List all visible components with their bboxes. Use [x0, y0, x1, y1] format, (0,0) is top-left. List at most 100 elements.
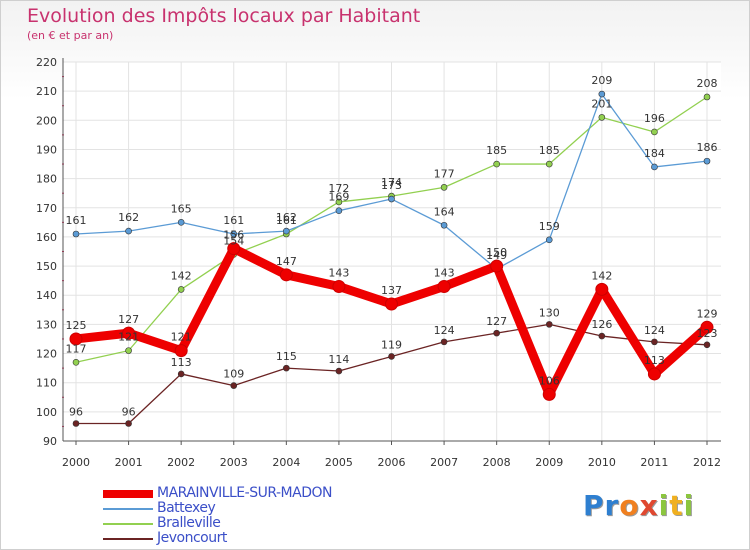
data-label: 143	[434, 266, 455, 279]
proxiti-logo: Proxiti	[583, 489, 694, 522]
data-point	[227, 242, 241, 256]
y-tick-label: 120	[36, 348, 57, 361]
data-point	[230, 230, 238, 238]
data-label: 121	[171, 331, 192, 344]
logo-letter-i1: i	[658, 489, 670, 522]
data-label: 121	[118, 331, 139, 344]
data-label: 126	[591, 318, 612, 331]
logo-letter-o: o	[619, 489, 640, 522]
data-label: 209	[591, 74, 612, 87]
data-label: 96	[122, 406, 136, 419]
x-tick-label: 2004	[272, 456, 300, 469]
data-point	[335, 207, 343, 214]
data-point	[493, 329, 500, 337]
legend-swatch-jevoncourt	[103, 538, 153, 540]
logo-letter-t: t	[669, 489, 684, 522]
data-point	[72, 420, 80, 427]
data-label: 184	[644, 147, 665, 160]
data-point	[542, 387, 556, 401]
y-tick-label: 100	[36, 406, 57, 419]
data-label: 159	[539, 220, 560, 233]
legend-swatch-battexey	[103, 508, 153, 510]
legend-swatch-marainville	[103, 490, 153, 498]
data-label: 147	[276, 255, 297, 268]
data-point	[440, 184, 448, 191]
data-label: 156	[223, 229, 244, 242]
logo-letter-p: P	[583, 489, 605, 522]
x-tick-label: 2011	[640, 456, 668, 469]
data-label: 117	[66, 342, 87, 355]
y-tick-label: 170	[36, 202, 57, 215]
legend-label-bralleville: Bralleville	[157, 515, 221, 531]
data-label: 164	[434, 205, 455, 218]
data-label: 123	[697, 327, 718, 340]
x-tick-label: 2010	[588, 456, 616, 469]
y-tick-label: 200	[36, 114, 57, 127]
data-label: 161	[276, 214, 297, 227]
data-label: 150	[486, 246, 507, 259]
x-tick-label: 2008	[483, 456, 511, 469]
y-tick-label: 110	[36, 377, 57, 390]
data-label: 114	[328, 353, 349, 366]
data-label: 109	[223, 368, 244, 381]
data-label: 165	[171, 202, 192, 215]
data-label: 162	[118, 211, 139, 224]
data-label: 96	[69, 406, 83, 419]
data-point	[177, 219, 185, 226]
data-label: 185	[539, 144, 560, 157]
logo-letter-r: r	[604, 489, 620, 522]
x-tick-label: 2012	[693, 456, 721, 469]
x-tick-label: 2009	[535, 456, 563, 469]
data-point	[332, 279, 346, 293]
data-label: 161	[66, 214, 87, 227]
data-label: 143	[328, 266, 349, 279]
data-label: 124	[434, 324, 455, 337]
data-point	[700, 320, 714, 334]
data-point	[598, 114, 606, 121]
y-tick-label: 140	[36, 289, 57, 302]
data-label: 149	[486, 249, 507, 262]
data-label: 129	[697, 307, 718, 320]
data-point	[125, 347, 132, 354]
data-label: 113	[171, 356, 192, 369]
data-point	[493, 160, 500, 168]
data-point	[703, 341, 711, 349]
data-label: 113	[644, 354, 665, 367]
data-label: 196	[644, 112, 665, 125]
data-point	[440, 338, 448, 346]
y-tick-label: 90	[43, 435, 57, 448]
data-label: 119	[381, 338, 402, 351]
chart-subtitle: (en € et par an)	[27, 29, 114, 42]
data-point	[69, 332, 83, 346]
x-tick-label: 2002	[167, 456, 195, 469]
x-tick-label: 2005	[325, 456, 353, 469]
data-label: 169	[328, 191, 349, 204]
y-tick-label: 210	[36, 85, 57, 98]
y-tick-label: 190	[36, 143, 57, 156]
data-label: 127	[486, 315, 507, 328]
logo-letter-x: x	[639, 489, 659, 522]
data-point	[283, 227, 290, 235]
data-label: 125	[66, 319, 87, 332]
legend-swatch-bralleville	[103, 523, 153, 525]
data-point	[440, 221, 448, 229]
data-point	[72, 358, 80, 366]
x-tick-label: 2000	[62, 456, 90, 469]
data-point	[174, 344, 188, 358]
data-label: 124	[644, 324, 665, 337]
data-point	[279, 268, 293, 282]
data-label: 161	[223, 214, 244, 227]
data-label: 174	[381, 176, 402, 189]
data-label: 185	[486, 144, 507, 157]
data-label: 115	[276, 350, 297, 363]
data-label: 208	[697, 77, 718, 90]
legend-label-battexey: Battexey	[157, 500, 216, 516]
y-tick-label: 220	[36, 56, 57, 69]
data-point	[595, 282, 609, 296]
data-point	[283, 364, 290, 372]
data-point	[385, 297, 398, 311]
data-point	[388, 195, 395, 203]
x-tick-label: 2006	[378, 456, 406, 469]
